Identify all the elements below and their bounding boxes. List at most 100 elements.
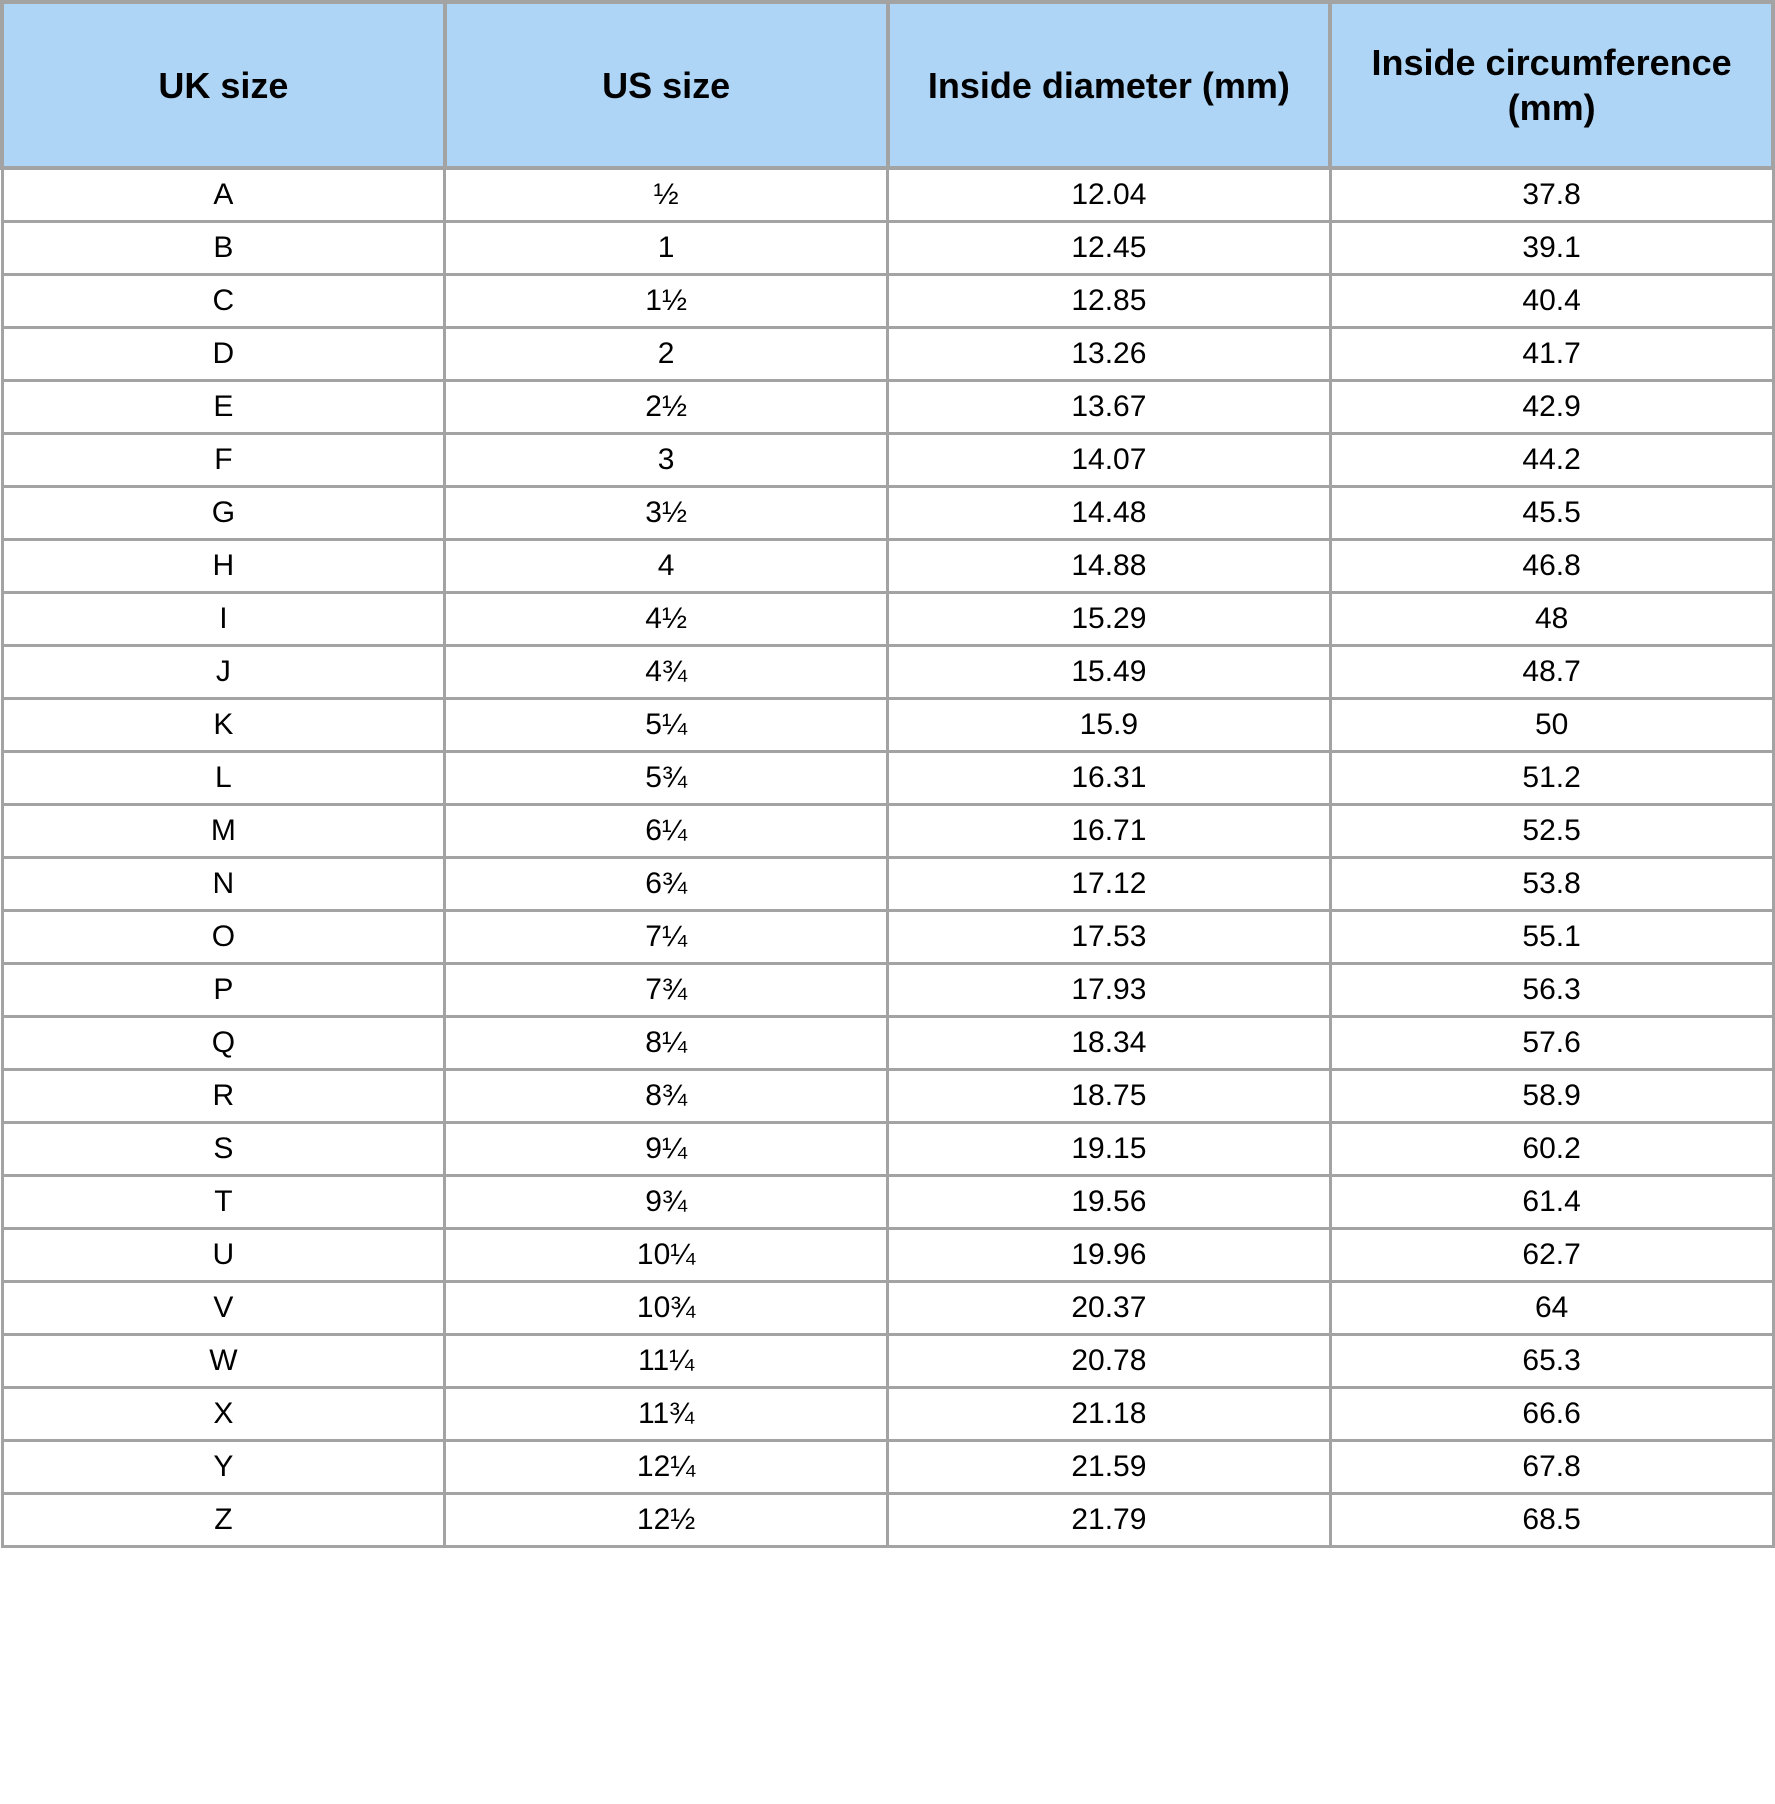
table-cell: 16.71 — [888, 805, 1331, 858]
table-cell: 12.85 — [888, 275, 1331, 328]
table-row: Q8¼18.3457.6 — [2, 1017, 1773, 1070]
table-cell: D — [2, 328, 445, 381]
table-cell: 5¼ — [445, 699, 888, 752]
table-cell: 52.5 — [1330, 805, 1773, 858]
table-row: D213.2641.7 — [2, 328, 1773, 381]
table-cell: 64 — [1330, 1282, 1773, 1335]
table-cell: E — [2, 381, 445, 434]
col-uk-size: UK size — [2, 2, 445, 168]
table-cell: A — [2, 168, 445, 222]
table-cell: 8¼ — [445, 1017, 888, 1070]
table-cell: C — [2, 275, 445, 328]
table-cell: M — [2, 805, 445, 858]
table-cell: 17.12 — [888, 858, 1331, 911]
table-cell: 37.8 — [1330, 168, 1773, 222]
table-cell: 20.78 — [888, 1335, 1331, 1388]
table-cell: 15.49 — [888, 646, 1331, 699]
table-row: N6¾17.1253.8 — [2, 858, 1773, 911]
table-cell: U — [2, 1229, 445, 1282]
table-cell: P — [2, 964, 445, 1017]
table-cell: 21.18 — [888, 1388, 1331, 1441]
table-row: B112.4539.1 — [2, 222, 1773, 275]
table-row: C1½12.8540.4 — [2, 275, 1773, 328]
table-cell: 42.9 — [1330, 381, 1773, 434]
table-cell: O — [2, 911, 445, 964]
table-row: P7¾17.9356.3 — [2, 964, 1773, 1017]
table-cell: 68.5 — [1330, 1494, 1773, 1547]
table-row: L5¾16.3151.2 — [2, 752, 1773, 805]
table-cell: 18.34 — [888, 1017, 1331, 1070]
table-cell: R — [2, 1070, 445, 1123]
table-cell: 65.3 — [1330, 1335, 1773, 1388]
table-row: R8¾18.7558.9 — [2, 1070, 1773, 1123]
table-cell: 7¾ — [445, 964, 888, 1017]
table-cell: 56.3 — [1330, 964, 1773, 1017]
table-cell: 46.8 — [1330, 540, 1773, 593]
table-cell: 60.2 — [1330, 1123, 1773, 1176]
table-cell: K — [2, 699, 445, 752]
table-cell: 8¾ — [445, 1070, 888, 1123]
table-cell: 4¾ — [445, 646, 888, 699]
table-cell: 12½ — [445, 1494, 888, 1547]
table-cell: 48 — [1330, 593, 1773, 646]
table-cell: 15.9 — [888, 699, 1331, 752]
table-cell: 9¾ — [445, 1176, 888, 1229]
table-cell: 3½ — [445, 487, 888, 540]
table-row: S9¼19.1560.2 — [2, 1123, 1773, 1176]
table-cell: 12¼ — [445, 1441, 888, 1494]
table-cell: 12.45 — [888, 222, 1331, 275]
table-cell: 13.67 — [888, 381, 1331, 434]
table-row: M6¼16.7152.5 — [2, 805, 1773, 858]
table-cell: F — [2, 434, 445, 487]
table-row: F314.0744.2 — [2, 434, 1773, 487]
table-cell: 1 — [445, 222, 888, 275]
table-header-row: UK size US size Inside diameter (mm) Ins… — [2, 2, 1773, 168]
table-cell: 57.6 — [1330, 1017, 1773, 1070]
table-cell: ½ — [445, 168, 888, 222]
table-cell: I — [2, 593, 445, 646]
table-cell: 1½ — [445, 275, 888, 328]
table-cell: 5¾ — [445, 752, 888, 805]
table-row: V10¾20.3764 — [2, 1282, 1773, 1335]
table-cell: Y — [2, 1441, 445, 1494]
table-cell: 15.29 — [888, 593, 1331, 646]
table-cell: 10¼ — [445, 1229, 888, 1282]
table-header: UK size US size Inside diameter (mm) Ins… — [2, 2, 1773, 168]
table-row: X11¾21.1866.6 — [2, 1388, 1773, 1441]
table-cell: 14.07 — [888, 434, 1331, 487]
table-cell: J — [2, 646, 445, 699]
table-cell: 21.79 — [888, 1494, 1331, 1547]
table-cell: 53.8 — [1330, 858, 1773, 911]
col-diameter: Inside diameter (mm) — [888, 2, 1331, 168]
table-cell: Z — [2, 1494, 445, 1547]
table-cell: 40.4 — [1330, 275, 1773, 328]
table-cell: 16.31 — [888, 752, 1331, 805]
table-cell: 9¼ — [445, 1123, 888, 1176]
table-cell: N — [2, 858, 445, 911]
table-cell: V — [2, 1282, 445, 1335]
table-cell: 19.56 — [888, 1176, 1331, 1229]
table-cell: 6¾ — [445, 858, 888, 911]
table-row: E2½13.6742.9 — [2, 381, 1773, 434]
table-cell: 4 — [445, 540, 888, 593]
col-us-size: US size — [445, 2, 888, 168]
col-circumference: Inside circumference (mm) — [1330, 2, 1773, 168]
table-cell: 2½ — [445, 381, 888, 434]
table-cell: 11¾ — [445, 1388, 888, 1441]
table-cell: B — [2, 222, 445, 275]
table-cell: 19.96 — [888, 1229, 1331, 1282]
table-cell: 6¼ — [445, 805, 888, 858]
table-cell: 45.5 — [1330, 487, 1773, 540]
table-cell: 51.2 — [1330, 752, 1773, 805]
table-cell: 66.6 — [1330, 1388, 1773, 1441]
table-cell: 13.26 — [888, 328, 1331, 381]
table-cell: 67.8 — [1330, 1441, 1773, 1494]
table-cell: 50 — [1330, 699, 1773, 752]
table-cell: 19.15 — [888, 1123, 1331, 1176]
table-cell: Q — [2, 1017, 445, 1070]
table-row: H414.8846.8 — [2, 540, 1773, 593]
table-row: Z12½21.7968.5 — [2, 1494, 1773, 1547]
table-row: U10¼19.9662.7 — [2, 1229, 1773, 1282]
table-cell: S — [2, 1123, 445, 1176]
table-row: Y12¼21.5967.8 — [2, 1441, 1773, 1494]
